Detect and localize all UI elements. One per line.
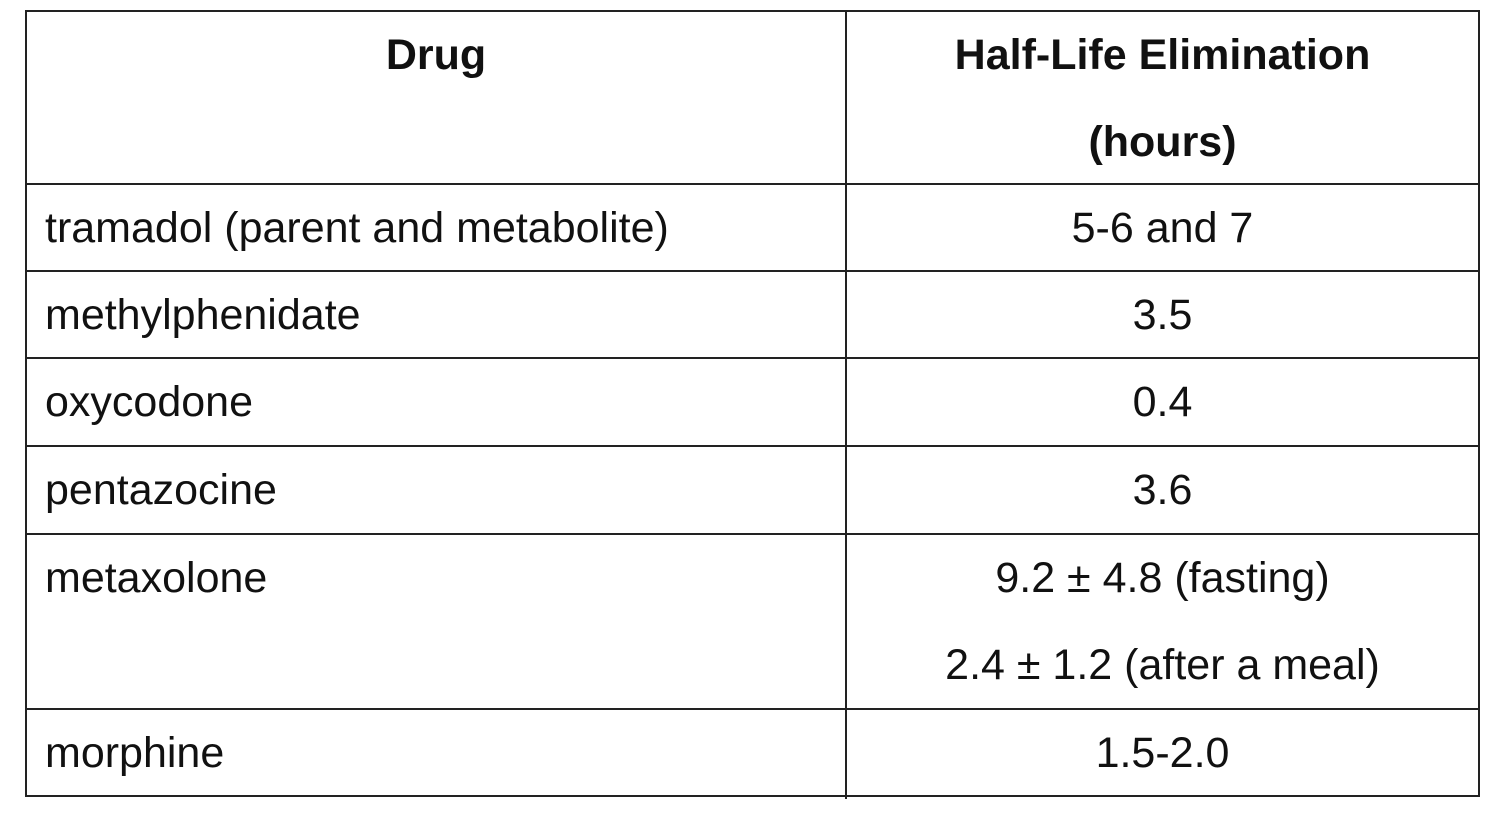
half-life-text: 2.4 ± 1.2 (after a meal) xyxy=(847,622,1478,709)
drug-cell: Drug xyxy=(27,12,847,183)
half-life-text: 3.6 xyxy=(847,447,1478,534)
drug-text: tramadol (parent and metabolite) xyxy=(45,185,845,272)
half-life-cell: 3.6 xyxy=(847,447,1478,533)
table-row: tramadol (parent and metabolite)5-6 and … xyxy=(27,185,1478,272)
drug-text: Drug xyxy=(27,12,845,99)
drug-text: morphine xyxy=(45,710,845,797)
drug-text: metaxolone xyxy=(45,535,845,622)
half-life-cell: 0.4 xyxy=(847,359,1478,445)
table: DrugHalf-Life Elimination(hours)tramadol… xyxy=(25,10,1480,797)
page: DrugHalf-Life Elimination(hours)tramadol… xyxy=(0,0,1497,813)
drug-cell: tramadol (parent and metabolite) xyxy=(27,185,847,270)
drug-text: oxycodone xyxy=(45,359,845,446)
half-life-cell: Half-Life Elimination(hours) xyxy=(847,12,1478,183)
half-life-text: 0.4 xyxy=(847,359,1478,446)
drug-cell: metaxolone xyxy=(27,535,847,708)
table-row: pentazocine3.6 xyxy=(27,447,1478,535)
header-row: DrugHalf-Life Elimination(hours) xyxy=(27,12,1478,185)
drug-cell: morphine xyxy=(27,710,847,799)
half-life-cell: 5-6 and 7 xyxy=(847,185,1478,270)
half-life-cell: 9.2 ± 4.8 (fasting)2.4 ± 1.2 (after a me… xyxy=(847,535,1478,708)
table-row: metaxolone9.2 ± 4.8 (fasting)2.4 ± 1.2 (… xyxy=(27,535,1478,710)
drug-text: methylphenidate xyxy=(45,272,845,359)
half-life-text: 1.5-2.0 xyxy=(847,710,1478,797)
drug-cell: pentazocine xyxy=(27,447,847,533)
half-life-text: 5-6 and 7 xyxy=(847,185,1478,272)
table-row: morphine1.5-2.0 xyxy=(27,710,1478,799)
half-life-text: Half-Life Elimination xyxy=(847,12,1478,99)
table-row: methylphenidate3.5 xyxy=(27,272,1478,359)
half-life-cell: 3.5 xyxy=(847,272,1478,357)
drug-cell: methylphenidate xyxy=(27,272,847,357)
half-life-text: (hours) xyxy=(847,99,1478,186)
half-life-text: 9.2 ± 4.8 (fasting) xyxy=(847,535,1478,622)
drug-cell: oxycodone xyxy=(27,359,847,445)
table-row: oxycodone0.4 xyxy=(27,359,1478,447)
drug-text: pentazocine xyxy=(45,447,845,534)
half-life-text: 3.5 xyxy=(847,272,1478,359)
half-life-cell: 1.5-2.0 xyxy=(847,710,1478,799)
